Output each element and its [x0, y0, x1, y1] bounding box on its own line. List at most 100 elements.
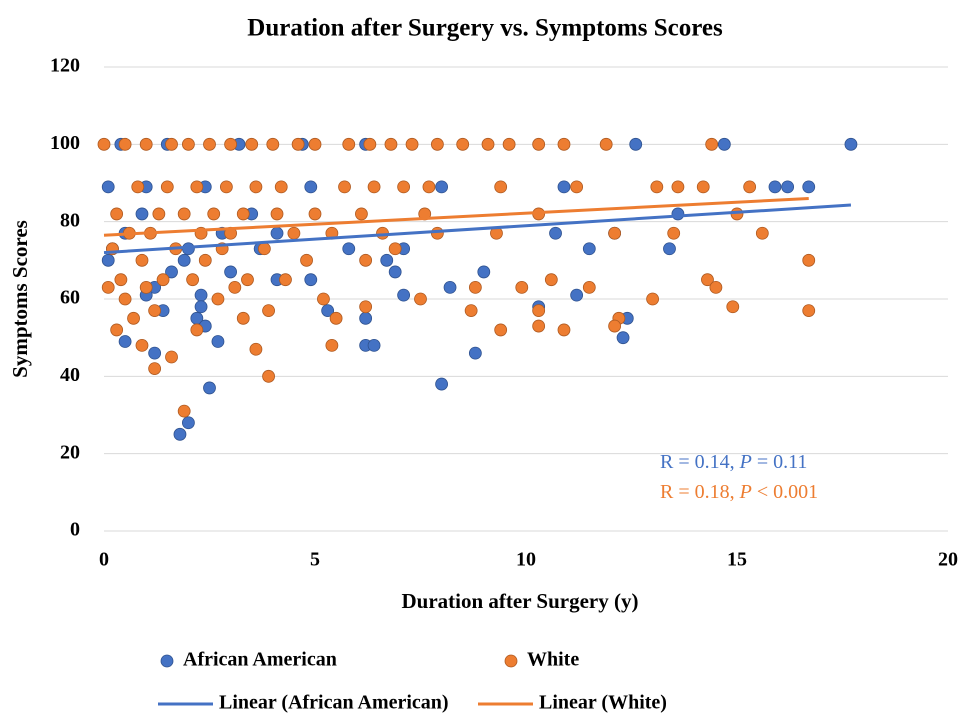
point	[342, 242, 356, 256]
point	[131, 180, 145, 194]
legend-label: Linear (African American)	[219, 692, 449, 714]
point	[338, 180, 351, 194]
point	[266, 137, 280, 151]
y-tick-label: 0	[70, 519, 80, 541]
point	[570, 180, 584, 194]
chart-title: Duration after Surgery vs. Symptoms Scor…	[247, 15, 723, 42]
legend-marker	[160, 654, 174, 668]
point	[355, 207, 368, 221]
annotation: R = 0.18, P < 0.001	[660, 481, 818, 503]
point	[599, 137, 613, 151]
point	[135, 207, 149, 221]
point	[135, 338, 149, 352]
point	[203, 137, 216, 151]
point	[844, 137, 858, 151]
annotation-part: P	[739, 481, 752, 503]
y-tick-label: 20	[60, 441, 80, 463]
point	[190, 180, 204, 194]
point	[304, 180, 318, 194]
point	[456, 137, 470, 151]
point	[274, 180, 288, 194]
x-axis-label: Duration after Surgery (y)	[402, 589, 639, 613]
point	[544, 273, 558, 287]
point	[367, 180, 381, 194]
point	[148, 362, 162, 376]
point	[118, 335, 132, 348]
legend-label: Linear (White)	[539, 692, 667, 714]
point	[300, 253, 313, 267]
point	[118, 137, 132, 151]
point	[532, 304, 546, 318]
point	[257, 242, 271, 256]
point	[646, 292, 659, 306]
y-tick-label: 80	[60, 209, 80, 231]
point	[270, 226, 284, 240]
point	[477, 265, 491, 279]
point	[236, 207, 250, 221]
point	[705, 137, 719, 151]
point	[135, 253, 149, 267]
x-tick-label: 0	[99, 549, 109, 571]
annotation-part: P	[739, 451, 752, 473]
annotation: R = 0.14, P = 0.11	[660, 451, 807, 473]
point	[481, 137, 495, 151]
annotation-part: = 0.11	[752, 451, 808, 473]
point	[570, 288, 584, 302]
y-tick-label: 100	[50, 132, 80, 154]
point	[211, 292, 225, 306]
point	[468, 346, 482, 360]
x-tick-label: 15	[727, 549, 747, 571]
point	[165, 265, 178, 279]
point	[236, 311, 250, 325]
point	[262, 304, 275, 318]
point	[148, 304, 162, 318]
point	[241, 273, 254, 287]
point	[755, 226, 769, 240]
point	[110, 207, 124, 221]
point	[726, 300, 740, 314]
point	[671, 207, 685, 221]
point	[743, 180, 757, 194]
legend-label: African American	[183, 649, 337, 671]
point	[414, 292, 427, 306]
point	[549, 226, 562, 240]
point	[802, 253, 816, 267]
point	[671, 180, 685, 194]
point	[781, 180, 795, 194]
point	[629, 137, 643, 151]
point	[101, 280, 115, 294]
point	[405, 137, 419, 151]
point	[139, 280, 153, 294]
point	[181, 416, 195, 430]
point	[380, 253, 394, 267]
point	[363, 137, 377, 151]
point	[701, 273, 714, 287]
point	[127, 311, 140, 325]
point	[717, 137, 731, 151]
point	[397, 288, 411, 302]
point	[384, 137, 398, 151]
point	[435, 377, 449, 391]
point	[696, 180, 710, 194]
point	[262, 369, 275, 383]
point	[557, 180, 571, 194]
point	[317, 292, 330, 306]
point	[494, 323, 508, 337]
point	[557, 323, 571, 337]
point	[270, 207, 284, 221]
point	[532, 137, 546, 151]
point	[249, 342, 263, 356]
point	[97, 137, 111, 151]
x-tick-label: 10	[516, 549, 536, 571]
point	[173, 427, 187, 441]
point	[325, 338, 339, 352]
annotation-part: R = 0.14,	[660, 451, 740, 473]
point	[650, 180, 664, 194]
annotation-part: R = 0.18,	[660, 481, 740, 503]
point	[430, 226, 444, 240]
point	[224, 265, 238, 279]
point	[194, 288, 208, 302]
trend-line	[103, 196, 809, 237]
point	[502, 137, 516, 151]
point	[224, 137, 238, 151]
